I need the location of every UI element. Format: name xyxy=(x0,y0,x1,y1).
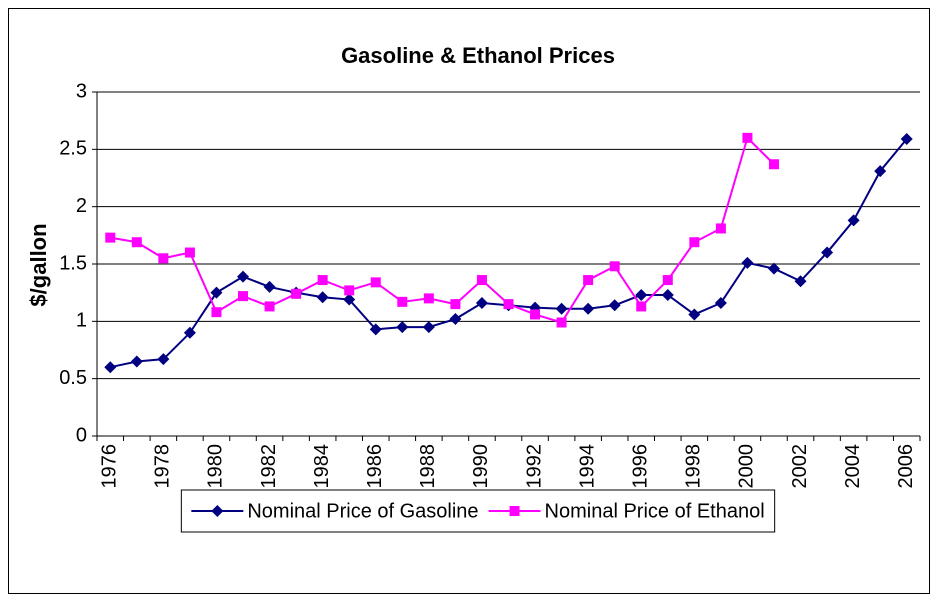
legend-marker xyxy=(509,506,520,516)
x-tick-label: 1978 xyxy=(152,444,174,489)
marker xyxy=(423,293,434,304)
chart-title: Gasoline & Ethanol Prices xyxy=(341,43,615,68)
marker xyxy=(714,296,727,309)
marker xyxy=(264,301,275,312)
y-tick-label: 2.5 xyxy=(59,138,87,160)
y-tick-label: 2 xyxy=(76,195,87,217)
marker xyxy=(263,280,276,293)
x-tick-label: 1976 xyxy=(99,444,121,489)
marker xyxy=(635,288,648,301)
y-tick-label: 0 xyxy=(76,424,87,446)
x-tick-label: 1998 xyxy=(683,444,705,489)
marker xyxy=(183,326,196,339)
x-tick-label: 2004 xyxy=(842,444,864,489)
marker xyxy=(768,159,779,170)
marker xyxy=(449,313,462,326)
marker xyxy=(821,246,834,259)
marker xyxy=(211,307,222,318)
marker xyxy=(476,275,487,286)
x-tick-label: 1990 xyxy=(470,444,492,489)
marker xyxy=(369,323,382,336)
marker xyxy=(530,309,541,320)
marker xyxy=(874,165,887,178)
marker xyxy=(582,302,595,315)
marker xyxy=(583,275,594,286)
marker xyxy=(396,321,409,334)
x-tick-label: 1994 xyxy=(576,444,598,489)
marker xyxy=(742,132,753,143)
marker xyxy=(503,299,514,310)
x-tick-label: 1980 xyxy=(205,444,227,489)
marker xyxy=(344,285,355,296)
marker xyxy=(131,237,142,248)
marker xyxy=(688,308,701,321)
marker xyxy=(157,353,170,366)
legend-label: Nominal Price of Gasoline xyxy=(247,500,478,522)
marker xyxy=(105,232,116,243)
x-tick-label: 1996 xyxy=(630,444,652,489)
marker xyxy=(794,275,807,288)
y-tick-label: 1.5 xyxy=(59,252,87,274)
marker xyxy=(715,223,726,234)
marker xyxy=(210,286,223,299)
marker xyxy=(130,355,143,368)
legend: Nominal Price of Gasoline Nominal Price o… xyxy=(180,489,776,533)
marker xyxy=(343,293,356,306)
x-tick-label: 2006 xyxy=(895,444,917,489)
marker xyxy=(316,291,329,304)
marker xyxy=(450,299,461,310)
marker xyxy=(158,253,169,264)
marker xyxy=(689,237,700,248)
marker xyxy=(317,275,328,286)
marker xyxy=(636,301,647,312)
marker xyxy=(238,291,249,302)
y-axis-label: $/gallon xyxy=(26,223,51,306)
y-tick-label: 3 xyxy=(76,80,87,102)
marker xyxy=(370,277,381,288)
marker xyxy=(662,275,673,286)
marker xyxy=(847,214,860,227)
x-tick-label: 1982 xyxy=(258,444,280,489)
marker xyxy=(608,299,621,312)
legend-box xyxy=(180,489,776,533)
marker xyxy=(609,261,620,272)
marker xyxy=(661,288,674,301)
marker xyxy=(767,262,780,275)
marker xyxy=(555,302,568,315)
legend-label: Nominal Price of Ethanol xyxy=(545,500,765,522)
marker xyxy=(291,288,302,299)
marker xyxy=(397,296,408,307)
x-tick-label: 1986 xyxy=(364,444,386,489)
x-tick-label: 2002 xyxy=(789,444,811,489)
x-tick-label: 1984 xyxy=(311,444,333,489)
marker xyxy=(900,133,913,146)
marker xyxy=(475,296,488,309)
y-tick-label: 0.5 xyxy=(59,367,87,389)
x-tick-label: 1988 xyxy=(417,444,439,489)
marker xyxy=(184,247,195,258)
legend-marker xyxy=(211,505,224,517)
marker xyxy=(741,256,754,269)
marker xyxy=(237,270,250,283)
x-tick-label: 1992 xyxy=(523,444,545,489)
marker xyxy=(104,361,117,374)
y-tick-label: 1 xyxy=(76,310,87,332)
marker xyxy=(422,321,435,334)
x-tick-label: 2000 xyxy=(736,444,758,489)
marker xyxy=(556,317,567,328)
